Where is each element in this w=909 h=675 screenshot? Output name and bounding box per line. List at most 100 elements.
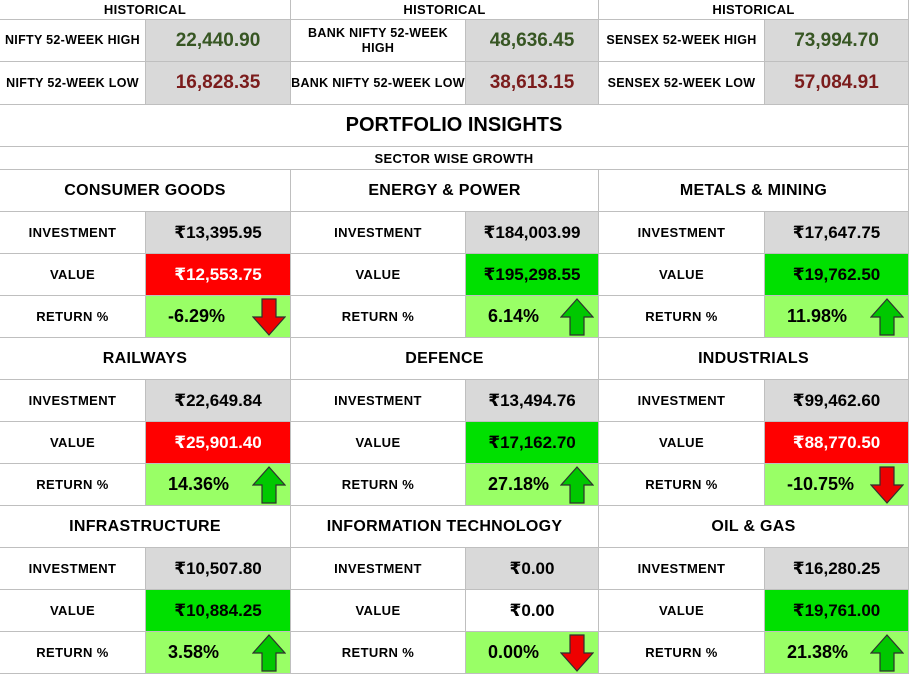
nifty-high-value[interactable]: 22,440.90 xyxy=(146,20,291,62)
return-percent-text: 0.00% xyxy=(488,642,540,662)
investment-label[interactable]: INVESTMENT xyxy=(291,380,466,422)
return-percent[interactable]: 3.58% xyxy=(146,632,291,674)
value-label[interactable]: VALUE xyxy=(291,590,466,632)
return-percent[interactable]: -10.75% xyxy=(765,464,909,506)
subtitle-row: SECTOR WISE GROWTH xyxy=(0,147,909,170)
nifty-low-value[interactable]: 16,828.35 xyxy=(146,62,291,105)
value-label[interactable]: VALUE xyxy=(599,254,765,296)
arrow-up-shape xyxy=(252,634,286,672)
sensex-low-label[interactable]: SENSEX 52-WEEK LOW xyxy=(599,62,765,105)
return-label[interactable]: RETURN % xyxy=(599,632,765,674)
return-label[interactable]: RETURN % xyxy=(599,464,765,506)
return-percent-text: 14.36% xyxy=(168,474,230,494)
return-label[interactable]: RETURN % xyxy=(599,296,765,338)
investment-value-text: ₹22,649.84 xyxy=(174,390,262,410)
nifty-low-label[interactable]: NIFTY 52-WEEK LOW xyxy=(0,62,146,105)
arrow-down-shape xyxy=(870,466,904,504)
portfolio-title[interactable]: PORTFOLIO INSIGHTS xyxy=(0,105,909,147)
current-value[interactable]: ₹88,770.50 xyxy=(765,422,909,464)
historical-high-row: NIFTY 52-WEEK HIGH 22,440.90 BANK NIFTY … xyxy=(0,20,909,62)
current-value[interactable]: ₹12,553.75 xyxy=(146,254,291,296)
investment-value[interactable]: ₹13,494.76 xyxy=(466,380,599,422)
historical-header-sensex[interactable]: HISTORICAL xyxy=(599,0,909,20)
return-percent[interactable]: 6.14% xyxy=(466,296,599,338)
value-label[interactable]: VALUE xyxy=(599,590,765,632)
investment-label[interactable]: INVESTMENT xyxy=(291,548,466,590)
value-label[interactable]: VALUE xyxy=(599,422,765,464)
return-label[interactable]: RETURN % xyxy=(0,632,146,674)
return-label[interactable]: RETURN % xyxy=(0,464,146,506)
return-label[interactable]: RETURN % xyxy=(291,632,466,674)
return-percent[interactable]: 11.98% xyxy=(765,296,909,338)
return-label[interactable]: RETURN % xyxy=(0,296,146,338)
investment-value[interactable]: ₹184,003.99 xyxy=(466,212,599,254)
investment-value[interactable]: ₹99,462.60 xyxy=(765,380,909,422)
return-percent[interactable]: 14.36% xyxy=(146,464,291,506)
current-value[interactable]: ₹17,162.70 xyxy=(466,422,599,464)
return-label[interactable]: RETURN % xyxy=(291,296,466,338)
arrow-up-icon xyxy=(560,298,594,336)
banknifty-high-value[interactable]: 48,636.45 xyxy=(466,20,599,62)
current-value[interactable]: ₹25,901.40 xyxy=(146,422,291,464)
sector-name[interactable]: OIL & GAS xyxy=(599,506,909,548)
sector-block-information-technology: INFORMATION TECHNOLOGY INVESTMENT ₹0.00 VAL… xyxy=(291,506,599,674)
investment-value[interactable]: ₹16,280.25 xyxy=(765,548,909,590)
historical-header-banknifty[interactable]: HISTORICAL xyxy=(291,0,599,20)
current-value[interactable]: ₹19,762.50 xyxy=(765,254,909,296)
title-row: PORTFOLIO INSIGHTS xyxy=(0,105,909,147)
historical-header-nifty[interactable]: HISTORICAL xyxy=(0,0,291,20)
return-percent-text: 6.14% xyxy=(488,306,540,326)
sector-name[interactable]: DEFENCE xyxy=(291,338,599,380)
return-percent[interactable]: 0.00% xyxy=(466,632,599,674)
investment-label[interactable]: INVESTMENT xyxy=(0,548,146,590)
current-value[interactable]: ₹10,884.25 xyxy=(146,590,291,632)
investment-label[interactable]: INVESTMENT xyxy=(0,380,146,422)
investment-value[interactable]: ₹10,507.80 xyxy=(146,548,291,590)
banknifty-low-label[interactable]: BANK NIFTY 52-WEEK LOW xyxy=(291,62,466,105)
current-value-text: ₹25,901.40 xyxy=(174,432,262,452)
investment-label[interactable]: INVESTMENT xyxy=(291,212,466,254)
sector-name[interactable]: INFORMATION TECHNOLOGY xyxy=(291,506,599,548)
investment-label[interactable]: INVESTMENT xyxy=(599,380,765,422)
current-value[interactable]: ₹19,761.00 xyxy=(765,590,909,632)
current-value[interactable]: ₹0.00 xyxy=(466,590,599,632)
nifty-high-label[interactable]: NIFTY 52-WEEK HIGH xyxy=(0,20,146,62)
return-percent[interactable]: -6.29% xyxy=(146,296,291,338)
sector-growth-subtitle[interactable]: SECTOR WISE GROWTH xyxy=(0,147,909,170)
sector-name[interactable]: CONSUMER GOODS xyxy=(0,170,291,212)
arrow-up-icon xyxy=(252,634,286,672)
return-label[interactable]: RETURN % xyxy=(291,464,466,506)
arrow-up-shape xyxy=(560,298,594,336)
value-label[interactable]: VALUE xyxy=(291,254,466,296)
current-value[interactable]: ₹195,298.55 xyxy=(466,254,599,296)
value-label[interactable]: VALUE xyxy=(0,254,146,296)
return-percent[interactable]: 21.38% xyxy=(765,632,909,674)
sector-name[interactable]: INDUSTRIALS xyxy=(599,338,909,380)
arrow-up-shape xyxy=(870,298,904,336)
value-label[interactable]: VALUE xyxy=(0,422,146,464)
investment-value[interactable]: ₹0.00 xyxy=(466,548,599,590)
investment-value[interactable]: ₹13,395.95 xyxy=(146,212,291,254)
investment-value[interactable]: ₹22,649.84 xyxy=(146,380,291,422)
sensex-high-value[interactable]: 73,994.70 xyxy=(765,20,909,62)
investment-label[interactable]: INVESTMENT xyxy=(0,212,146,254)
investment-value[interactable]: ₹17,647.75 xyxy=(765,212,909,254)
arrow-up-shape xyxy=(870,634,904,672)
value-label[interactable]: VALUE xyxy=(0,590,146,632)
sector-block-consumer-goods: CONSUMER GOODS INVESTMENT ₹13,395.95 VALUE ₹… xyxy=(0,170,291,338)
current-value-text: ₹0.00 xyxy=(509,600,555,620)
sector-name[interactable]: ENERGY & POWER xyxy=(291,170,599,212)
sector-block-railways: RAILWAYS INVESTMENT ₹22,649.84 VALUE ₹25,901… xyxy=(0,338,291,506)
banknifty-high-label[interactable]: BANK NIFTY 52-WEEK HIGH xyxy=(291,20,466,62)
sensex-low-value[interactable]: 57,084.91 xyxy=(765,62,909,105)
sector-name[interactable]: RAILWAYS xyxy=(0,338,291,380)
banknifty-low-value[interactable]: 38,613.15 xyxy=(466,62,599,105)
investment-label[interactable]: INVESTMENT xyxy=(599,212,765,254)
sector-name[interactable]: METALS & MINING xyxy=(599,170,909,212)
value-label[interactable]: VALUE xyxy=(291,422,466,464)
sensex-high-label[interactable]: SENSEX 52-WEEK HIGH xyxy=(599,20,765,62)
return-percent[interactable]: 27.18% xyxy=(466,464,599,506)
sector-name[interactable]: INFRASTRUCTURE xyxy=(0,506,291,548)
investment-label[interactable]: INVESTMENT xyxy=(599,548,765,590)
sector-block-metals-mining: METALS & MINING INVESTMENT ₹17,647.75 VALUE… xyxy=(599,170,909,338)
